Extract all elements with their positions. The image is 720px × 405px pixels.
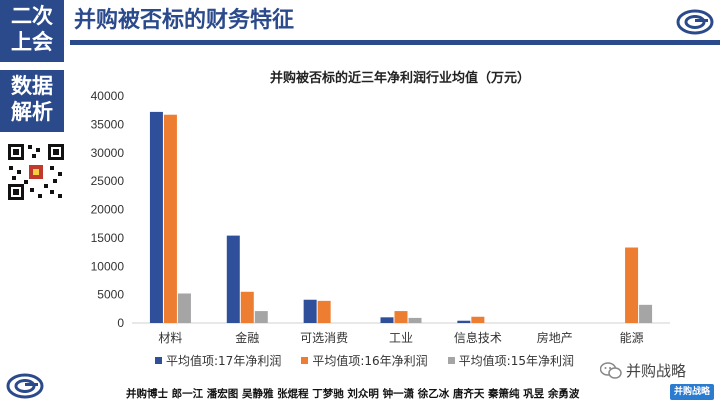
brand-logo-icon: [6, 373, 44, 399]
sidebar-mid-line2: 解析: [11, 100, 53, 124]
bar-17: [457, 320, 471, 323]
page-title: 并购被否标的财务特征: [74, 8, 295, 33]
y-tick-label: 40000: [91, 89, 125, 103]
x-category-label: 能源: [620, 331, 644, 345]
wechat-icon: [600, 361, 622, 379]
chart-title: 并购被否标的近三年净利润行业均值（万元）: [269, 71, 530, 86]
wechat-account-name: 并购战略: [626, 362, 687, 380]
bar-16: [394, 311, 408, 323]
sidebar-top-line2: 上会: [11, 30, 53, 54]
bar-15: [177, 293, 191, 323]
legend-item-15: 平均值项:15年净利润: [447, 352, 574, 369]
y-tick-label: 20000: [91, 203, 125, 217]
sidebar-section-label: 二次 上会: [0, 0, 64, 62]
x-category-label: 材料: [158, 331, 182, 345]
bar-17: [380, 317, 394, 323]
x-category-label: 信息技术: [454, 330, 502, 345]
bar-16: [163, 114, 177, 323]
legend-label-17: 平均值项:17年净利润: [166, 354, 282, 368]
legend-item-16: 平均值项:16年净利润: [301, 352, 428, 369]
legend-swatch-16: [301, 357, 309, 364]
bar-chart: 0 5000 10000 15000 20000 25000 30000 35000 40000…: [91, 89, 670, 345]
header-divider: [70, 40, 720, 45]
chart-legend: 平均值项:17年净利润 平均值项:16年净利润 平均值项:15年净利润: [155, 352, 574, 369]
x-category-label: 房地产: [537, 330, 573, 345]
bar-16: [317, 300, 331, 323]
x-category-label: 工业: [389, 331, 413, 345]
x-category-label: 金融: [235, 330, 259, 345]
y-tick-label: 25000: [91, 174, 125, 188]
wechat-account: 并购战略: [600, 360, 686, 381]
bar-15: [639, 304, 653, 323]
sidebar-top-line1: 二次: [11, 4, 53, 28]
y-tick-label: 35000: [91, 117, 125, 131]
sidebar-mid-line1: 数据: [11, 74, 53, 98]
qr-code-icon: [6, 142, 66, 202]
bar-15: [254, 311, 268, 323]
y-tick-label: 0: [117, 316, 124, 330]
legend-label-16: 平均值项:16年净利润: [312, 354, 428, 368]
legend-label-15: 平均值项:15年净利润: [458, 354, 574, 368]
brand-logo-icon: [676, 9, 714, 35]
bar-16: [240, 291, 254, 323]
y-tick-label: 15000: [91, 231, 125, 245]
bar-17: [149, 111, 163, 323]
bar-16: [625, 247, 639, 323]
bar-17: [226, 235, 240, 323]
x-category-label: 可选消费: [300, 331, 348, 345]
y-tick-label: 30000: [91, 146, 125, 160]
bar-17: [303, 299, 317, 323]
bar-15: [408, 317, 422, 323]
legend-swatch-17: [155, 357, 162, 364]
legend-item-17: 平均值项:17年净利润: [155, 352, 281, 369]
brand-mark: 并购战略: [670, 384, 714, 400]
y-tick-label: 5000: [97, 288, 124, 302]
legend-swatch-15: [447, 357, 455, 364]
author-list: 并购博士 郎一江 潘宏图 吴静雅 张焜程 丁梦驰 刘众明 钟一潇 徐乙冰 唐齐天…: [126, 388, 580, 400]
bar-16: [471, 316, 485, 323]
sidebar-topic-label: 数据 解析: [0, 70, 64, 132]
y-tick-label: 10000: [91, 259, 125, 273]
